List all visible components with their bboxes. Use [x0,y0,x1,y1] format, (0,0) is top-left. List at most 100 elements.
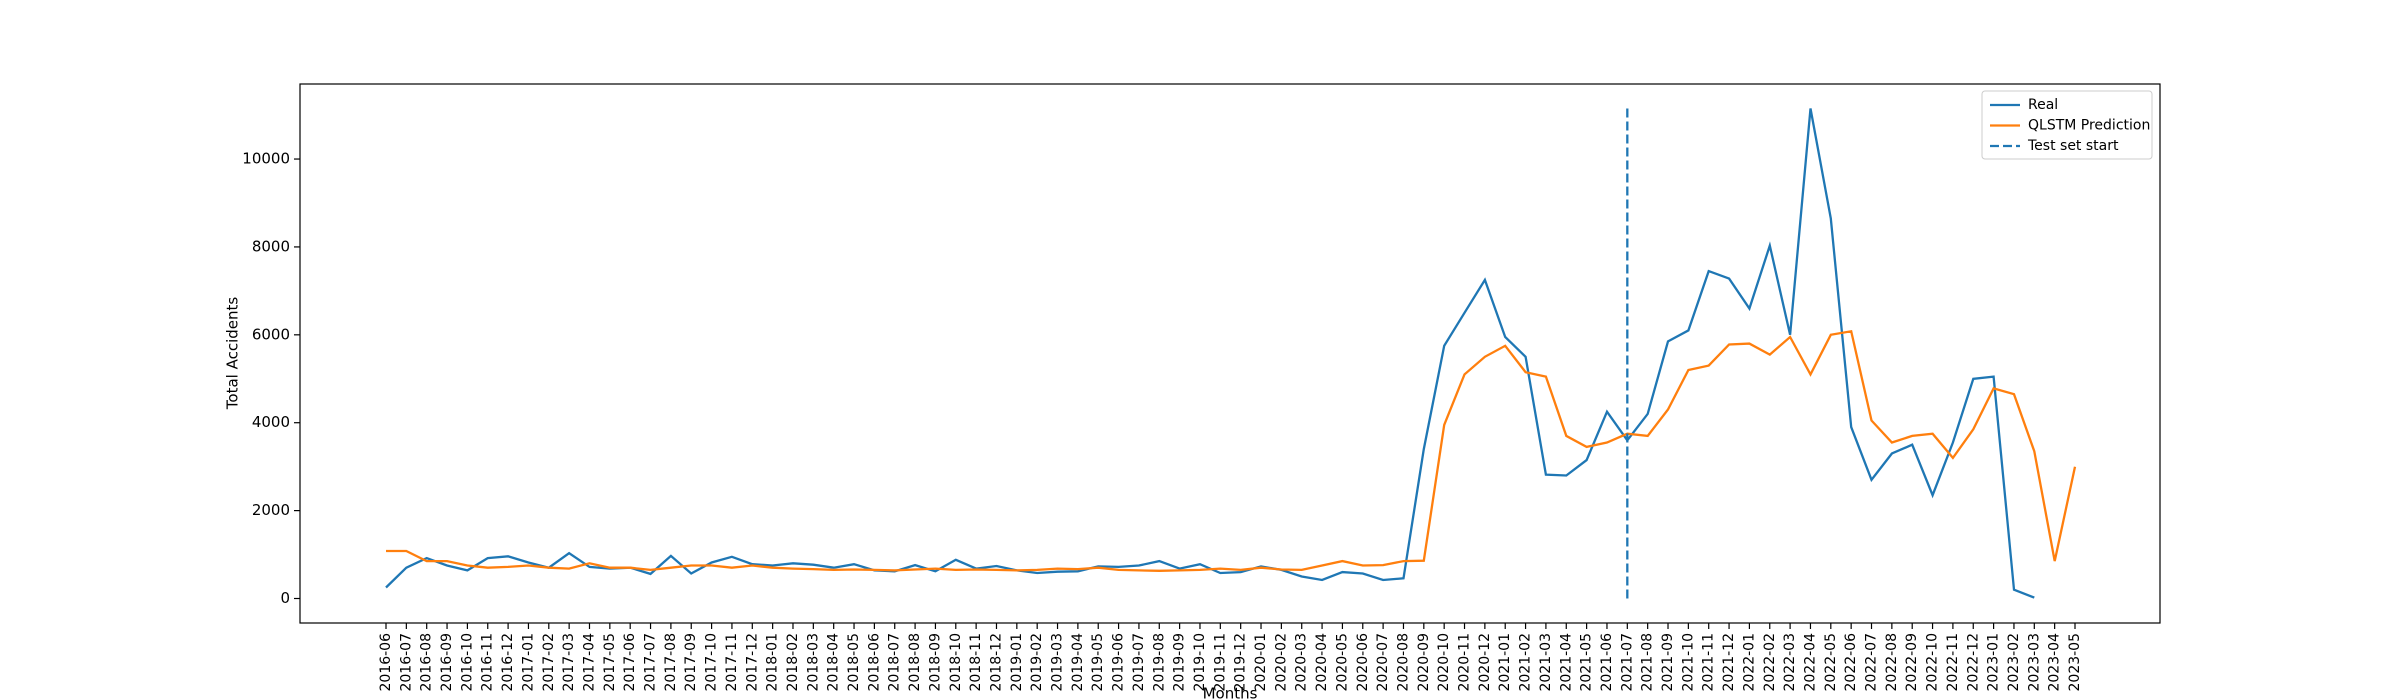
x-tick-label: 2021-04 [1558,633,1574,692]
x-tick-label: 2022-05 [1823,633,1839,692]
x-axis-label: Months [1203,685,1258,700]
x-tick-label: 2017-06 [622,633,638,692]
x-tick-label: 2019-06 [1111,633,1127,692]
x-tick-label: 2021-05 [1579,633,1595,692]
x-tick-label: 2017-08 [663,633,679,692]
x-tick-label: 2023-05 [2067,633,2083,692]
x-tick-label: 2016-10 [459,633,475,692]
x-tick-label: 2021-11 [1701,633,1717,692]
x-tick-label: 2022-01 [1741,633,1757,692]
x-tick-label: 2017-03 [561,633,577,692]
x-tick-label: 2020-07 [1375,633,1391,692]
x-tick-label: 2021-12 [1721,633,1737,692]
x-tick-label: 2016-08 [419,633,435,692]
x-tick-label: 2019-07 [1131,633,1147,692]
x-tick-label: 2018-08 [907,633,923,692]
x-tick-label: 2017-12 [744,633,760,692]
x-tick-label: 2021-10 [1680,633,1696,692]
x-tick-label: 2018-09 [927,633,943,692]
y-tick-label: 6000 [252,325,290,343]
x-tick-label: 2018-05 [846,633,862,692]
x-tick-label: 2020-11 [1457,633,1473,692]
x-tick-label: 2022-10 [1925,633,1941,692]
x-tick-label: 2019-04 [1070,633,1086,692]
x-tick-label: 2020-01 [1253,633,1269,692]
plot-frame [299,83,2161,624]
x-tick-label: 2020-09 [1416,633,1432,692]
x-tick-label: 2018-02 [785,633,801,692]
x-tick-label: 2022-06 [1843,633,1859,692]
x-tick-label: 2023-03 [2026,633,2042,692]
series-line [385,108,2035,599]
x-tick-label: 2018-01 [765,633,781,692]
x-tick-label: 2019-01 [1009,633,1025,692]
y-tick-label: 4000 [252,413,290,431]
x-tick-label: 2017-04 [581,633,597,692]
x-tick-label: 2017-01 [520,633,536,692]
x-tick-label: 2018-06 [866,633,882,692]
x-tick-label: 2021-03 [1538,633,1554,692]
x-tick-label: 2019-12 [1233,633,1249,692]
legend-label: QLSTM Prediction [2028,118,2150,134]
x-tick-label: 2016-09 [439,633,455,692]
x-tick-label: 2018-07 [887,633,903,692]
x-tick-label: 2022-09 [1904,633,1920,692]
x-tick-label: 2023-04 [2047,633,2063,692]
x-tick-label: 2021-02 [1518,633,1534,692]
x-tick-label: 2020-03 [1294,633,1310,692]
x-tick-label: 2022-07 [1864,633,1880,692]
x-tick-label: 2023-02 [2006,633,2022,692]
x-tick-label: 2016-06 [378,633,394,692]
x-tick-label: 2021-07 [1619,633,1635,692]
x-tick-label: 2017-02 [541,633,557,692]
x-tick-label: 2016-11 [480,633,496,692]
x-tick-label: 2020-12 [1477,633,1493,692]
x-tick-label: 2021-08 [1640,633,1656,692]
x-tick-label: 2016-12 [500,633,516,692]
x-tick-label: 2017-05 [602,633,618,692]
x-tick-label: 2022-12 [1965,633,1981,692]
x-tick-label: 2021-06 [1599,633,1615,692]
x-tick-label: 2021-01 [1497,633,1513,692]
y-tick-label: 0 [280,589,290,607]
x-tick-label: 2020-04 [1314,633,1330,692]
x-tick-label: 2021-09 [1660,633,1676,692]
x-tick-label: 2017-11 [724,633,740,692]
x-tick-label: 2018-11 [968,633,984,692]
x-tick-label: 2018-04 [826,633,842,692]
legend-label: Test set start [2027,138,2119,154]
x-tick-label: 2019-10 [1192,633,1208,692]
x-tick-label: 2022-08 [1884,633,1900,692]
legend-label: Real [2028,97,2058,113]
legend-box [1981,90,2153,160]
y-tick-label: 2000 [252,501,290,519]
x-tick-label: 2022-02 [1762,633,1778,692]
y-tick-label: 8000 [252,237,290,255]
x-tick-label: 2019-09 [1172,633,1188,692]
x-tick-label: 2020-10 [1436,633,1452,692]
x-tick-label: 2017-09 [683,633,699,692]
y-tick-label: 10000 [242,150,290,168]
x-tick-label: 2019-08 [1151,633,1167,692]
x-tick-label: 2018-12 [988,633,1004,692]
x-tick-label: 2017-07 [643,633,659,692]
x-tick-label: 2018-03 [805,633,821,692]
x-tick-label: 2018-10 [948,633,964,692]
x-tick-label: 2020-02 [1273,633,1289,692]
x-tick-label: 2022-03 [1782,633,1798,692]
x-tick-label: 2019-05 [1090,633,1106,692]
x-tick-label: 2022-04 [1802,633,1818,692]
x-tick-label: 2019-03 [1050,633,1066,692]
x-tick-label: 2020-08 [1395,633,1411,692]
x-tick-label: 2016-07 [398,633,414,692]
x-tick-label: 2020-05 [1334,633,1350,692]
y-axis-label: Total Accidents [224,297,242,411]
x-tick-label: 2017-10 [704,633,720,692]
x-tick-label: 2020-06 [1355,633,1371,692]
x-tick-label: 2022-11 [1945,633,1961,692]
x-tick-label: 2019-02 [1029,633,1045,692]
x-tick-label: 2019-11 [1212,633,1228,692]
series-line [386,329,2077,572]
